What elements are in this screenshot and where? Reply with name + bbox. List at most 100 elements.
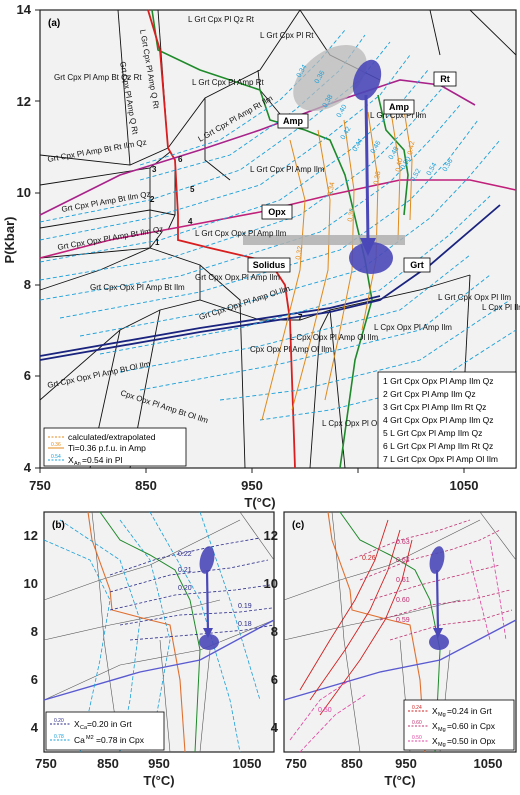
- panel-c-amp-out: [339, 511, 441, 753]
- b-iso-label: 0.22: [178, 551, 192, 558]
- numbered-field-3: 3 Grt Cpx Pl Amp Ilm Rt Qz: [383, 402, 486, 412]
- panel-a-boxed-labels: Rt Amp Amp Opx Solidus Grt: [247, 71, 457, 273]
- c-legend-text: =0.50 in Opx: [447, 736, 496, 746]
- field-label: Grt Cpx Opx Pl Amp Bt Ilm: [90, 283, 185, 292]
- c-ytick: 10: [264, 576, 278, 591]
- c-xtick: 950: [395, 756, 417, 771]
- field-number: 2: [150, 195, 155, 204]
- field-label: L Cpx Opx Pl Amp Ilm: [374, 323, 452, 332]
- panel-b-arrow-head: [203, 628, 213, 638]
- ti-iso-label: 0.36: [347, 208, 356, 223]
- b-xtick: 950: [148, 756, 170, 771]
- c-legend-text: =0.60 in Cpx: [447, 721, 496, 731]
- panel-b-legend: 0.20 X Ca =0.20 in Grt 0.78 Ca M2 =0.78 …: [45, 711, 165, 751]
- c-xtick: 850: [341, 756, 363, 771]
- panel-a: 750 850 950 1050 14 12 10 8 6 4 T(°C) P(…: [2, 2, 520, 510]
- field-label: L Grt Cpx Pl Qz Rt: [188, 15, 255, 24]
- legend-ti-text: Ti=0.36 p.f.u. in Amp: [68, 443, 146, 453]
- panel-b: 0.22 0.21 0.20 0.19 0.18 12 10 8 6 4 750…: [24, 511, 275, 788]
- panel-c-arrow-head: [433, 628, 443, 638]
- c-ytick: 6: [271, 672, 278, 687]
- c-legend-sub: Mg: [438, 712, 446, 718]
- b-iso-label: 0.19: [238, 603, 252, 610]
- amp-box-label: Amp: [283, 116, 304, 126]
- panel-a-arrow-head: [360, 238, 376, 256]
- c-legend-sample: 0.50: [412, 735, 422, 741]
- panel-a-y-tick-labels: 14 12 10 8 6 4: [17, 2, 32, 475]
- field-label: L Grt Cpx Pl Ilm: [370, 111, 426, 120]
- field-label: Cpx Opx Pl Amp Ol Ilm: [250, 345, 332, 354]
- panel-a-ticks: [35, 9, 465, 473]
- a-ytick-4: 4: [24, 460, 32, 475]
- panel-c-arrow: [435, 569, 440, 633]
- a-ytick-10: 10: [17, 185, 31, 200]
- legend-calc-title: calculated/extrapolated: [68, 432, 156, 442]
- panel-a-ti-isopleths: [261, 104, 413, 421]
- panel-c-legend: 0.24 X Mg =0.24 in Grt 0.60 X Mg =0.60 i…: [403, 699, 515, 751]
- numbered-field-4: 4 Grt Cpx Opx Pl Amp Ilm Qz: [383, 415, 494, 425]
- legend-an-text: =0.54 in Pl: [82, 455, 123, 465]
- a-ytick-6: 6: [24, 368, 31, 383]
- field-label: L Grt Cpx Opx Pl Amp Ilm: [195, 229, 287, 238]
- panel-a-grey-pt-ellipse: [293, 45, 367, 111]
- legend-an-sub: An: [74, 461, 81, 467]
- panel-b-x-tick-labels: 750 850 950 1050: [35, 756, 261, 771]
- rt-box-label: Rt: [440, 74, 450, 84]
- panel-c-xmg-grt-isopleths: [299, 519, 413, 716]
- c-legend-sample: 0.24: [412, 705, 422, 711]
- a-ytick-8: 8: [24, 277, 31, 292]
- panel-c-y-tick-labels: 12 10 8 6 4: [264, 528, 279, 735]
- panel-a-pt-path-arrow: [364, 94, 370, 243]
- b-ytick: 4: [31, 720, 39, 735]
- panel-b-amp-out: [99, 511, 201, 753]
- panel-a-peak-ellipse: [352, 59, 382, 101]
- panel-c-iso-labels: 0.63 0.62 0.61 0.60 0.59 0.26 0.50: [318, 539, 410, 714]
- legend-an-symbol: X: [68, 455, 74, 465]
- panel-a-retro-ellipse: [349, 242, 393, 274]
- field-label: L Grt Cpx Pl Rt: [260, 31, 314, 40]
- c-legend-symbol: X: [432, 736, 438, 746]
- panel-b-retro-ellipse: [199, 634, 219, 650]
- c-ytick: 4: [271, 720, 279, 735]
- a-xtick-1050: 1050: [450, 478, 479, 493]
- c-legend-symbol: X: [432, 706, 438, 716]
- a-xtick-750: 750: [29, 478, 51, 493]
- numbered-field-2: 2 Grt Cpx Pl Amp Ilm Qz: [383, 389, 476, 399]
- b-iso-label: 0.18: [238, 621, 252, 628]
- b-legend-sub: Ca: [80, 725, 88, 731]
- amp-box-label: Amp: [389, 102, 410, 112]
- panel-a-opx-in-curve: [39, 179, 517, 259]
- numbered-field-6: 6 L Grt Cpx Pl Amp Ilm Rt Qz: [383, 441, 493, 451]
- c-iso-label: 0.59: [396, 617, 410, 624]
- b-legend-symbol: X: [74, 719, 80, 729]
- c-legend-sub: Mg: [438, 727, 446, 733]
- panel-c-x-title: T(°C): [384, 773, 415, 788]
- b-ytick: 8: [31, 624, 38, 639]
- panel-a-label: (a): [48, 18, 60, 29]
- c-ytick: 12: [264, 528, 278, 543]
- a-xtick-850: 850: [135, 478, 157, 493]
- b-xtick: 1050: [233, 756, 262, 771]
- ti-iso-label: 0.38: [373, 171, 382, 186]
- field-number: 7: [298, 313, 303, 322]
- b-legend-sample: 0.78: [54, 734, 64, 740]
- b-ytick: 12: [24, 528, 38, 543]
- panel-a-numbered-field-legend: 1 Grt Cpx Opx Pl Amp Ilm Qz 2 Grt Cpx Pl…: [377, 371, 517, 469]
- panel-a-x-tick-labels: 750 850 950 1050: [29, 478, 478, 493]
- panel-b-label: (b): [52, 520, 65, 531]
- field-label: L Cpx Pl Ilm: [482, 303, 520, 312]
- panel-a-ti-iso-labels: 0.32 0.34 0.36 0.38 0.40 0.42: [295, 141, 416, 261]
- opx-box-label: Opx: [268, 207, 286, 217]
- field-number: 1: [155, 238, 160, 247]
- grt-box-label: Grt: [410, 260, 424, 270]
- panel-c-grt-out: [283, 619, 517, 701]
- field-label: L Cpx Opx Pl Amp Ol Ilm: [290, 333, 379, 342]
- panel-a-grt-out-curve: [39, 204, 501, 361]
- field-label: L Grt Cpx Pl Amp Rt: [192, 78, 265, 87]
- field-label: Grt Cpx Pl Amp Bt Qz Rt: [54, 73, 142, 82]
- legend-ti-sample: 0.36: [51, 442, 61, 448]
- solidus-box-label: Solidus: [253, 260, 286, 270]
- panel-b-solidus: [87, 511, 186, 753]
- ti-iso-label: 0.40: [395, 158, 404, 173]
- c-iso-label: 0.50: [318, 707, 332, 714]
